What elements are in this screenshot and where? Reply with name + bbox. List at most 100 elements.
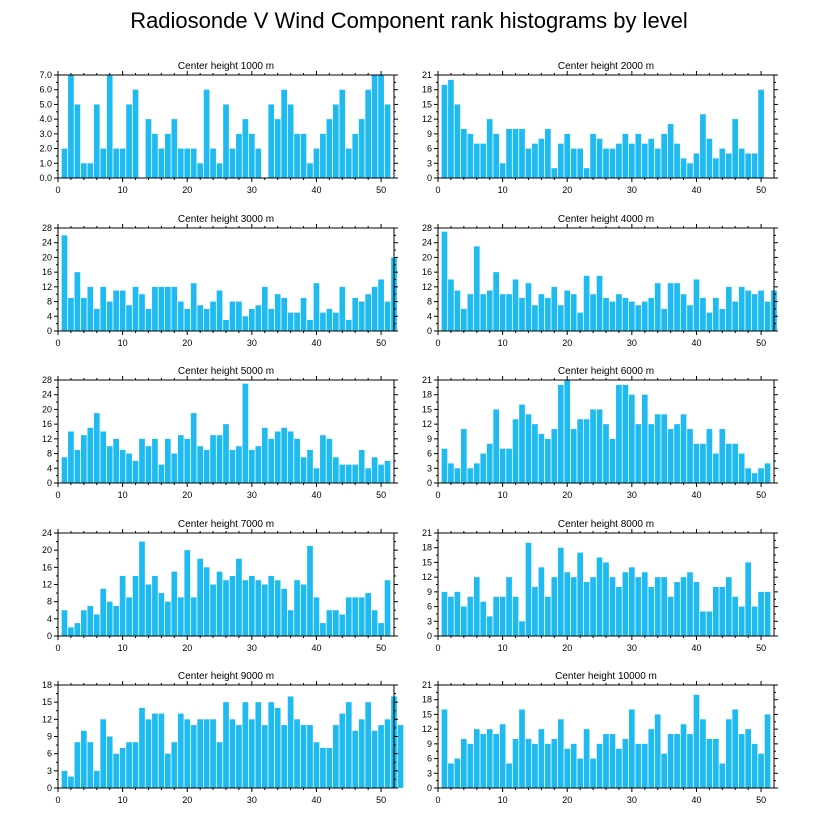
bar — [384, 719, 391, 788]
bar — [313, 283, 320, 331]
bar — [152, 713, 158, 788]
bar — [229, 575, 236, 636]
bar — [583, 582, 590, 636]
bar — [454, 290, 461, 331]
bar — [345, 702, 352, 788]
bar — [345, 148, 352, 178]
y-tick-label: 12 — [422, 724, 432, 734]
y-tick-label: 0 — [47, 326, 52, 336]
bar — [486, 290, 493, 331]
bar — [93, 104, 100, 178]
bar — [441, 448, 448, 483]
bar — [365, 468, 371, 483]
histogram-panel: Center height 10000 m 0 3 6 9 12 15 18 21 0 10 20 30… — [422, 671, 778, 805]
bar — [557, 719, 564, 788]
x-tick-label: 20 — [182, 795, 192, 805]
x-tick-label: 40 — [691, 185, 701, 195]
bar — [184, 308, 191, 331]
bar — [738, 453, 745, 483]
bar — [461, 128, 467, 178]
bar — [622, 297, 629, 331]
bar — [81, 730, 87, 788]
bar — [473, 463, 480, 483]
bar — [499, 724, 506, 788]
x-tick-label: 0 — [55, 338, 60, 348]
y-tick-label: 7.0 — [39, 70, 52, 80]
bar — [100, 431, 107, 483]
bar — [557, 384, 564, 483]
x-tick-label: 50 — [376, 185, 386, 195]
bar — [557, 143, 564, 178]
bar — [725, 153, 732, 178]
bar — [87, 427, 94, 483]
x-tick-label: 30 — [247, 185, 257, 195]
bar — [583, 168, 590, 178]
bar — [732, 709, 739, 788]
bar — [255, 305, 262, 331]
bar — [352, 464, 359, 483]
bar — [268, 575, 275, 636]
bar — [577, 148, 583, 178]
bar — [255, 446, 262, 483]
bar — [493, 734, 499, 788]
bar — [197, 558, 203, 636]
bar — [261, 427, 268, 483]
bar — [629, 301, 635, 331]
bar — [165, 286, 171, 331]
y-tick-label: 6.0 — [39, 85, 52, 95]
bar — [171, 453, 178, 483]
y-tick-label: 4 — [427, 311, 432, 321]
bar — [68, 627, 74, 636]
bar — [210, 719, 216, 788]
bar — [255, 148, 262, 178]
bar — [745, 290, 751, 331]
panel-title: Center height 7000 m — [178, 519, 274, 530]
bar — [365, 702, 371, 788]
bar — [281, 297, 287, 331]
bar — [648, 586, 655, 636]
bar — [732, 443, 739, 483]
bar — [216, 435, 223, 483]
bar — [693, 694, 700, 788]
bar — [473, 143, 480, 178]
bar — [448, 79, 454, 178]
bar — [177, 148, 184, 178]
bar — [358, 449, 365, 483]
y-tick-label: 20 — [422, 252, 432, 262]
bar — [706, 429, 713, 483]
bar — [132, 460, 139, 483]
bar — [100, 588, 107, 636]
y-tick-label: 1.0 — [39, 158, 52, 168]
bar — [236, 558, 242, 636]
bar — [139, 541, 145, 636]
histogram-panel: Center height 3000 m 0 4 8 12 16 20 24 28 0 10 20 30… — [42, 214, 398, 348]
bar — [551, 429, 558, 483]
bar — [119, 747, 126, 788]
bar — [499, 294, 506, 331]
bar — [557, 547, 564, 636]
bar — [570, 429, 577, 483]
bar — [557, 305, 564, 331]
x-tick-label: 10 — [118, 185, 128, 195]
bar — [654, 148, 661, 178]
bar — [249, 719, 255, 788]
bar — [313, 148, 320, 178]
x-tick-label: 0 — [55, 643, 60, 653]
bar — [680, 158, 687, 178]
bar — [74, 623, 81, 637]
bar — [152, 286, 158, 331]
bar — [441, 231, 448, 331]
bar — [570, 294, 577, 331]
bar — [661, 133, 667, 178]
bar — [177, 435, 184, 483]
bar — [525, 414, 532, 483]
bar — [461, 738, 467, 788]
bar — [171, 119, 178, 178]
bar — [384, 580, 391, 636]
bar — [326, 438, 333, 483]
x-tick-label: 0 — [435, 490, 440, 500]
bar — [486, 119, 493, 178]
bar — [223, 424, 229, 483]
panel-title: Center height 3000 m — [178, 214, 274, 225]
bar — [512, 128, 519, 178]
